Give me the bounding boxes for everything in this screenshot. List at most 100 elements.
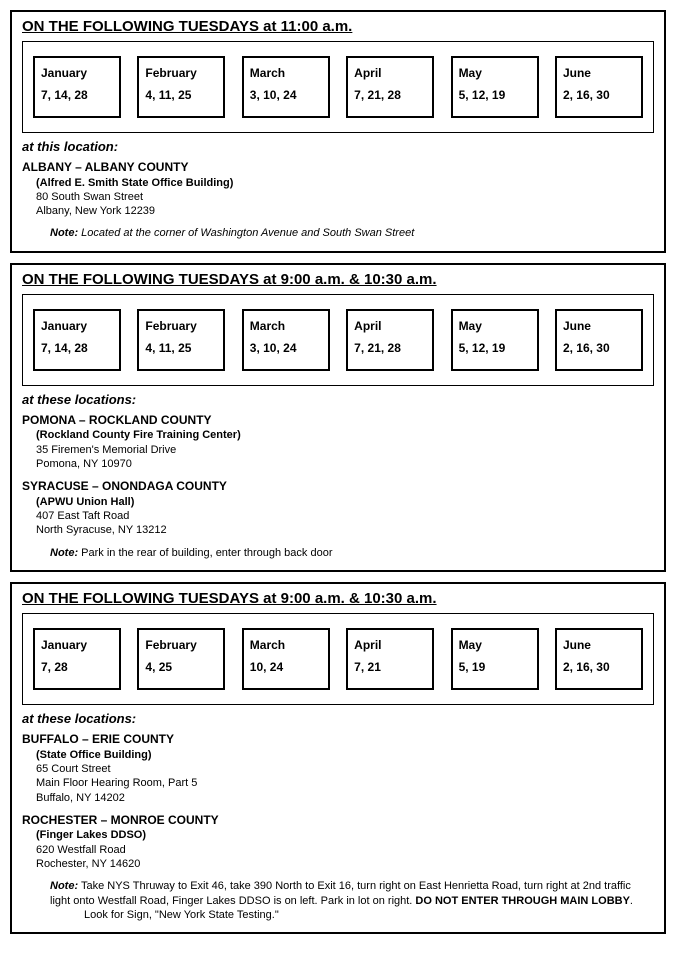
month-name: May (459, 638, 531, 652)
schedule-section: ON THE FOLLOWING TUESDAYS at 9:00 a.m. &… (10, 582, 666, 934)
month-name: June (563, 66, 635, 80)
schedule-section: ON THE FOLLOWING TUESDAYS at 9:00 a.m. &… (10, 263, 666, 572)
location-address-line: Main Floor Hearing Room, Part 5 (22, 776, 654, 790)
months-container: January 7, 28 February 4, 25 March 10, 24 Apri… (22, 613, 654, 705)
location-block: SYRACUSE – ONONDAGA COUNTY(APWU Union Ha… (22, 479, 654, 537)
location-address-line: Buffalo, NY 14202 (22, 791, 654, 805)
month-dates: 4, 11, 25 (145, 88, 217, 102)
month-name: February (145, 319, 217, 333)
month-dates: 3, 10, 24 (250, 88, 322, 102)
location-address-line: 80 South Swan Street (22, 190, 654, 204)
month-box: March 10, 24 (242, 628, 330, 690)
month-box: June 2, 16, 30 (555, 309, 643, 371)
location-block: POMONA – ROCKLAND COUNTY(Rockland County… (22, 413, 654, 471)
month-dates: 4, 25 (145, 660, 217, 674)
location-subtitle: (State Office Building) (22, 748, 654, 762)
note-text-post: . (630, 895, 633, 907)
month-box: February 4, 11, 25 (137, 56, 225, 118)
month-dates: 4, 11, 25 (145, 341, 217, 355)
month-box: March 3, 10, 24 (242, 309, 330, 371)
month-box: January 7, 28 (33, 628, 121, 690)
location-title: POMONA – ROCKLAND COUNTY (22, 413, 654, 429)
location-block: ROCHESTER – MONROE COUNTY(Finger Lakes D… (22, 813, 654, 871)
month-dates: 7, 21, 28 (354, 341, 426, 355)
month-dates: 10, 24 (250, 660, 322, 674)
month-name: February (145, 638, 217, 652)
month-dates: 7, 21 (354, 660, 426, 674)
note-text-bold: DO NOT ENTER THROUGH MAIN LOBBY (415, 895, 630, 907)
section-title: ON THE FOLLOWING TUESDAYS at 9:00 a.m. &… (22, 271, 654, 288)
month-name: March (250, 319, 322, 333)
location-block: BUFFALO – ERIE COUNTY(State Office Build… (22, 732, 654, 805)
month-name: June (563, 319, 635, 333)
month-dates: 5, 19 (459, 660, 531, 674)
month-name: April (354, 66, 426, 80)
note-block: Note: Located at the corner of Washingto… (22, 226, 654, 240)
section-title: ON THE FOLLOWING TUESDAYS at 9:00 a.m. &… (22, 590, 654, 607)
location-subtitle: (Rockland County Fire Training Center) (22, 428, 654, 442)
note-text-line2: Look for Sign, "New York State Testing." (50, 908, 654, 922)
location-subtitle: (Alfred E. Smith State Office Building) (22, 176, 654, 190)
month-dates: 2, 16, 30 (563, 341, 635, 355)
month-dates: 5, 12, 19 (459, 341, 531, 355)
location-address-line: North Syracuse, NY 13212 (22, 523, 654, 537)
month-name: January (41, 319, 113, 333)
month-box: January 7, 14, 28 (33, 309, 121, 371)
month-name: March (250, 638, 322, 652)
month-name: May (459, 66, 531, 80)
note-label: Note: (50, 227, 78, 239)
month-dates: 2, 16, 30 (563, 88, 635, 102)
month-name: January (41, 66, 113, 80)
schedule-section: ON THE FOLLOWING TUESDAYS at 11:00 a.m. J… (10, 10, 666, 253)
month-dates: 7, 28 (41, 660, 113, 674)
month-box: January 7, 14, 28 (33, 56, 121, 118)
month-box: April 7, 21, 28 (346, 56, 434, 118)
month-dates: 3, 10, 24 (250, 341, 322, 355)
months-container: January 7, 14, 28 February 4, 11, 25 March 3,… (22, 294, 654, 386)
month-name: March (250, 66, 322, 80)
month-name: February (145, 66, 217, 80)
locations-heading: at these locations: (22, 711, 654, 726)
location-address-line: Pomona, NY 10970 (22, 457, 654, 471)
note-text: Located at the corner of Washington Aven… (81, 227, 414, 239)
month-box: April 7, 21 (346, 628, 434, 690)
month-box: February 4, 11, 25 (137, 309, 225, 371)
month-box: May5, 12, 19 (451, 309, 539, 371)
note-text: Park in the rear of building, enter thro… (81, 547, 332, 559)
month-box: May 5, 12, 19 (451, 56, 539, 118)
location-subtitle: (Finger Lakes DDSO) (22, 828, 654, 842)
month-dates: 7, 14, 28 (41, 88, 113, 102)
note-block: Note: Take NYS Thruway to Exit 46, take … (22, 879, 654, 922)
month-name: January (41, 638, 113, 652)
month-box: April 7, 21, 28 (346, 309, 434, 371)
location-address-line: 620 Westfall Road (22, 843, 654, 857)
months-container: January 7, 14, 28 February 4, 11, 25 March 3,… (22, 41, 654, 133)
month-name: June (563, 638, 635, 652)
month-name: April (354, 319, 426, 333)
month-dates: 7, 14, 28 (41, 341, 113, 355)
location-address-line: Rochester, NY 14620 (22, 857, 654, 871)
month-dates: 7, 21, 28 (354, 88, 426, 102)
location-title: ALBANY – ALBANY COUNTY (22, 160, 654, 176)
note-block: Note: Park in the rear of building, ente… (22, 546, 654, 560)
month-box: June 2, 16, 30 (555, 628, 643, 690)
month-dates: 5, 12, 19 (459, 88, 531, 102)
month-box: March 3, 10, 24 (242, 56, 330, 118)
location-address-line: 35 Firemen's Memorial Drive (22, 443, 654, 457)
locations-heading: at these locations: (22, 392, 654, 407)
month-box: February 4, 25 (137, 628, 225, 690)
note-label: Note: (50, 880, 78, 892)
section-title: ON THE FOLLOWING TUESDAYS at 11:00 a.m. (22, 18, 654, 35)
location-title: BUFFALO – ERIE COUNTY (22, 732, 654, 748)
location-block: ALBANY – ALBANY COUNTY(Alfred E. Smith S… (22, 160, 654, 218)
location-address-line: Albany, New York 12239 (22, 204, 654, 218)
locations-heading: at this location: (22, 139, 654, 154)
location-address-line: 407 East Taft Road (22, 509, 654, 523)
month-box: June 2, 16, 30 (555, 56, 643, 118)
month-name: April (354, 638, 426, 652)
location-subtitle: (APWU Union Hall) (22, 495, 654, 509)
location-title: ROCHESTER – MONROE COUNTY (22, 813, 654, 829)
month-dates: 2, 16, 30 (563, 660, 635, 674)
location-address-line: 65 Court Street (22, 762, 654, 776)
month-box: May 5, 19 (451, 628, 539, 690)
